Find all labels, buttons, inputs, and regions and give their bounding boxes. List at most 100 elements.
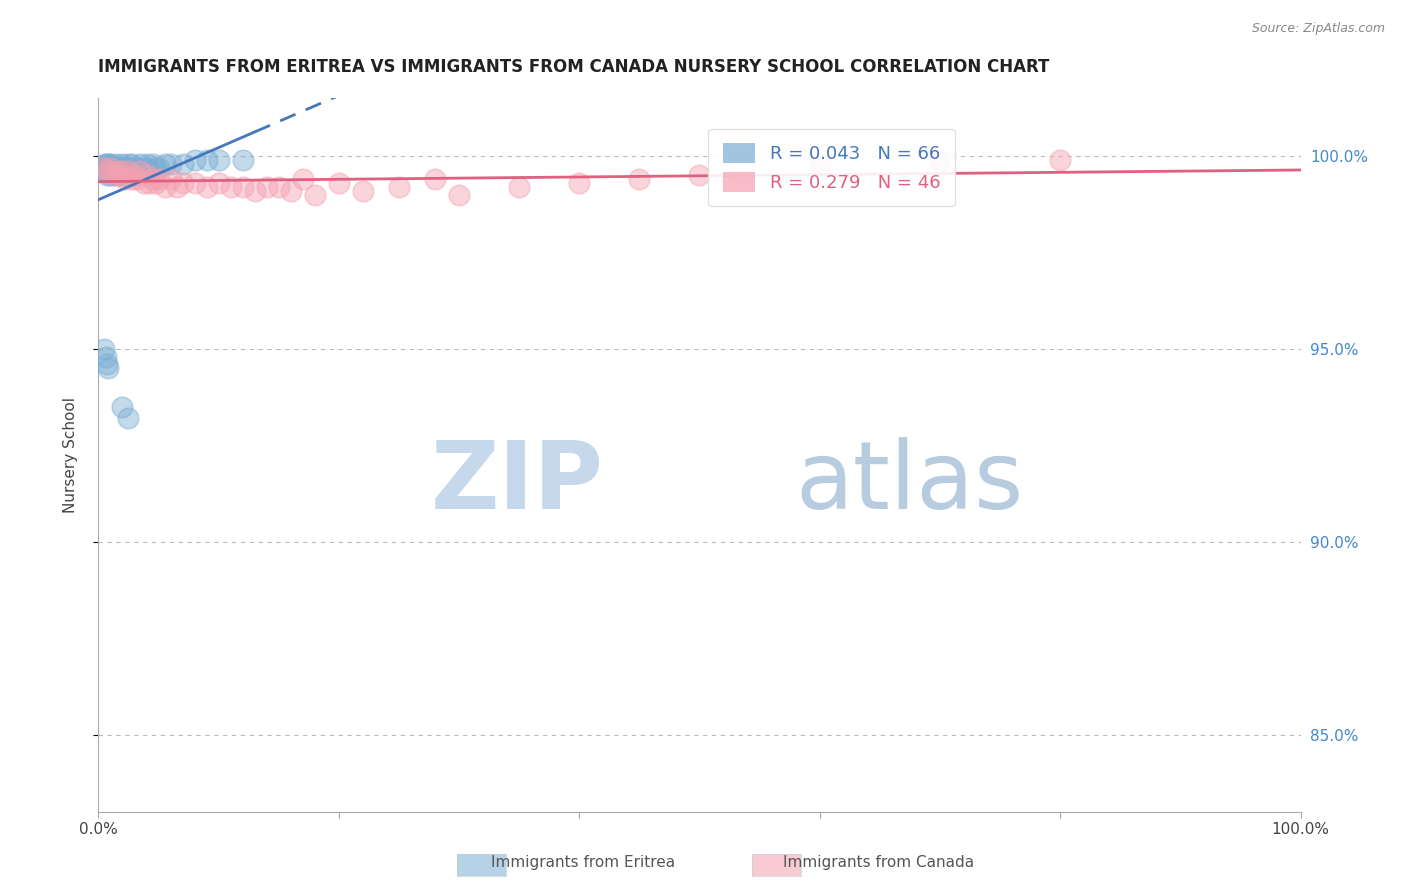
Point xyxy=(352,184,374,198)
Point xyxy=(96,164,118,178)
Point xyxy=(94,350,117,364)
Point xyxy=(104,161,127,175)
Point xyxy=(689,168,711,182)
Point xyxy=(103,164,125,178)
Point xyxy=(97,161,120,175)
Point xyxy=(97,361,120,376)
Point xyxy=(808,157,831,171)
Y-axis label: Nursery School: Nursery School xyxy=(63,397,77,513)
Point xyxy=(107,161,129,175)
Point xyxy=(93,161,115,175)
Point xyxy=(100,168,122,182)
Point xyxy=(115,161,138,175)
Point xyxy=(100,164,122,178)
Point xyxy=(105,164,128,178)
Point xyxy=(111,157,134,171)
Point xyxy=(148,172,170,186)
Point xyxy=(105,157,128,171)
Point xyxy=(172,157,194,171)
Text: Immigrants from Eritrea: Immigrants from Eritrea xyxy=(492,855,675,870)
Point xyxy=(108,161,131,175)
Point xyxy=(100,161,122,175)
Point xyxy=(153,179,176,194)
Point xyxy=(132,161,155,175)
Point xyxy=(121,157,143,171)
Point xyxy=(93,164,115,178)
Point xyxy=(447,187,470,202)
Point xyxy=(124,168,146,182)
Point xyxy=(100,157,122,171)
Point xyxy=(388,179,411,194)
Point xyxy=(129,157,152,171)
Point xyxy=(141,157,163,171)
Point xyxy=(100,164,122,178)
Point xyxy=(96,168,118,182)
Text: Immigrants from Canada: Immigrants from Canada xyxy=(783,855,974,870)
Point xyxy=(135,157,157,171)
Point xyxy=(105,161,128,175)
Point xyxy=(117,411,139,425)
Point xyxy=(195,153,218,167)
Point xyxy=(117,161,139,175)
Point xyxy=(219,179,242,194)
Point xyxy=(104,168,127,182)
Point xyxy=(93,342,115,356)
Point xyxy=(1049,153,1071,167)
Point xyxy=(195,179,218,194)
Point xyxy=(117,164,139,178)
Point xyxy=(291,172,314,186)
Point xyxy=(135,168,157,182)
Point xyxy=(328,176,350,190)
Point xyxy=(97,157,120,171)
Point xyxy=(100,161,122,175)
Point xyxy=(108,161,131,175)
Point xyxy=(125,161,148,175)
Point xyxy=(267,179,290,194)
Point xyxy=(256,179,278,194)
Point xyxy=(138,161,160,175)
Point xyxy=(166,179,188,194)
Point xyxy=(121,172,143,186)
Point xyxy=(124,161,146,175)
Point xyxy=(243,184,266,198)
Point xyxy=(568,176,591,190)
Point xyxy=(112,161,135,175)
Point xyxy=(138,176,160,190)
Point xyxy=(141,172,163,186)
Point xyxy=(112,168,135,182)
Point xyxy=(110,168,132,182)
Point xyxy=(108,168,131,182)
Point xyxy=(183,176,205,190)
Point xyxy=(304,187,326,202)
Point xyxy=(118,161,141,175)
Point xyxy=(101,168,124,182)
Point xyxy=(114,164,136,178)
Point xyxy=(101,164,124,178)
Point xyxy=(132,176,155,190)
Point xyxy=(108,164,131,178)
Point xyxy=(423,172,446,186)
Point xyxy=(114,172,136,186)
Point xyxy=(96,157,118,171)
Point xyxy=(97,164,120,178)
Point xyxy=(153,157,176,171)
Point xyxy=(93,161,115,175)
Point xyxy=(148,161,170,175)
Point xyxy=(103,161,125,175)
Point xyxy=(508,179,530,194)
Text: IMMIGRANTS FROM ERITREA VS IMMIGRANTS FROM CANADA NURSERY SCHOOL CORRELATION CHA: IMMIGRANTS FROM ERITREA VS IMMIGRANTS FR… xyxy=(98,58,1050,76)
Text: ZIP: ZIP xyxy=(430,437,603,530)
Point xyxy=(208,153,231,167)
Point xyxy=(101,161,124,175)
Point xyxy=(96,161,118,175)
Point xyxy=(93,157,115,171)
Point xyxy=(96,357,118,371)
Point xyxy=(107,164,129,178)
Text: Source: ZipAtlas.com: Source: ZipAtlas.com xyxy=(1251,22,1385,36)
Point xyxy=(208,176,231,190)
Point xyxy=(111,400,134,414)
Point xyxy=(159,157,181,171)
Point xyxy=(232,179,254,194)
Point xyxy=(159,172,181,186)
Point xyxy=(183,153,205,167)
